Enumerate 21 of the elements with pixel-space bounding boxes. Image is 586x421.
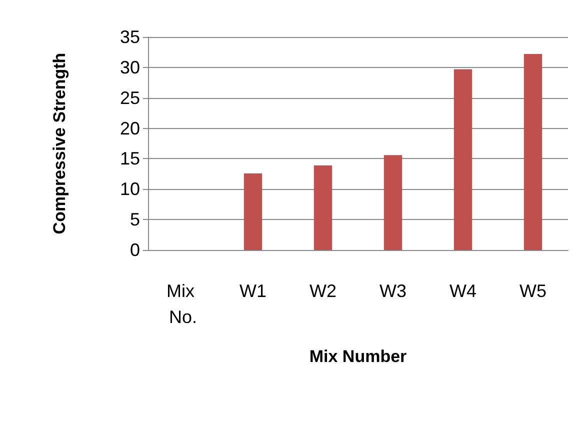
y-tick-label: 35: [120, 27, 140, 47]
y-tick-label: 30: [120, 57, 140, 78]
x-tick-label: Mix No.: [166, 281, 200, 327]
x-tick-label: W5: [520, 281, 546, 301]
y-tick-label: 10: [120, 179, 140, 200]
bar: [244, 173, 262, 250]
bar: [384, 155, 402, 250]
bar: [314, 165, 332, 250]
bar: [454, 69, 472, 250]
x-tick-label: W2: [310, 281, 336, 301]
x-tick-label: W3: [380, 281, 406, 301]
y-axis-title: Compressive Strength: [50, 52, 69, 234]
y-tick-label: 0: [130, 240, 140, 260]
bar: [524, 54, 542, 250]
y-tick-label: 25: [120, 88, 140, 108]
y-tick-label: 15: [120, 148, 140, 169]
x-axis-title: Mix Number: [309, 347, 408, 366]
x-tick-label: W4: [450, 281, 476, 301]
y-tick-label: 5: [130, 210, 140, 230]
y-tick-label: 20: [120, 118, 140, 138]
x-tick-label: W1: [240, 281, 266, 301]
